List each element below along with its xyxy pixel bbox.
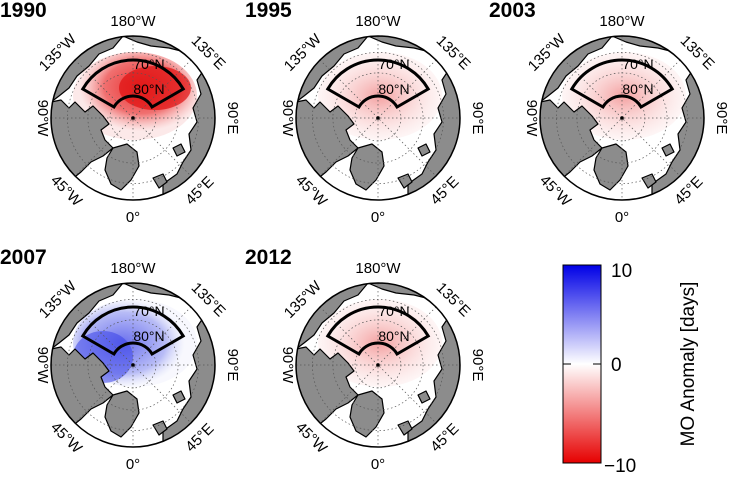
- label-90e: 90°E: [469, 349, 486, 382]
- label-70n: 70°N: [378, 303, 409, 319]
- label-70n: 70°N: [133, 56, 164, 72]
- label-90e: 90°E: [224, 349, 241, 382]
- colorbar-tick-max: 10: [611, 261, 632, 282]
- land-mass: [296, 346, 359, 428]
- map-boundary: [295, 282, 461, 448]
- panel-year: 2012: [245, 246, 292, 269]
- study-region-box: [80, 58, 186, 110]
- land-mass: [104, 390, 140, 438]
- colorbar: 10 0 −10 MO Anomaly [days]: [562, 261, 699, 477]
- label-180w: 180°W: [110, 260, 156, 277]
- label-80n: 80°N: [622, 81, 653, 97]
- label-90w: 90°W: [34, 100, 51, 138]
- meridian-line: [319, 59, 437, 177]
- meridian-line: [319, 59, 437, 177]
- label-180w: 180°W: [599, 13, 645, 30]
- label-80n: 80°N: [378, 81, 409, 97]
- meridian-line: [74, 306, 192, 424]
- label-80n: 80°N: [378, 328, 409, 344]
- label-90w: 90°W: [34, 347, 51, 385]
- land-mass: [51, 99, 114, 181]
- land-mass: [104, 143, 140, 191]
- label-80n: 80°N: [133, 328, 164, 344]
- label-0: 0°: [126, 456, 140, 473]
- map-boundary: [50, 35, 216, 201]
- north-pole-dot: [131, 363, 135, 367]
- land-mass: [152, 173, 168, 189]
- colorbar-tick-mid: 0: [611, 355, 622, 376]
- land-mass: [397, 420, 413, 436]
- panel-year: 2003: [489, 0, 536, 22]
- land-mass: [397, 173, 413, 189]
- meridian-line: [563, 59, 681, 177]
- label-90w: 90°W: [279, 100, 296, 138]
- label-90w: 90°W: [279, 347, 296, 385]
- panel-year: 2007: [0, 246, 47, 269]
- panel-year: 1990: [0, 0, 47, 22]
- land-mass: [661, 143, 675, 157]
- land-mass: [593, 143, 629, 191]
- label-180w: 180°W: [110, 13, 156, 30]
- label-70n: 70°N: [378, 56, 409, 72]
- label-90w: 90°W: [523, 100, 540, 138]
- label-90e: 90°E: [224, 102, 241, 135]
- label-180w: 180°W: [355, 260, 401, 277]
- land-mass: [349, 143, 385, 191]
- land-mass: [540, 99, 603, 181]
- label-90e: 90°E: [713, 102, 730, 135]
- map-boundary: [539, 35, 705, 201]
- label-90e: 90°E: [469, 102, 486, 135]
- meridian-line: [319, 306, 437, 424]
- study-region-box: [325, 58, 431, 110]
- map-boundary: [50, 282, 216, 448]
- land-mass: [51, 346, 114, 428]
- panel-year: 1995: [245, 0, 292, 22]
- north-pole-dot: [376, 116, 380, 120]
- colorbar-label: MO Anomaly [days]: [678, 282, 699, 447]
- label-0: 0°: [615, 209, 629, 226]
- study-region-box: [80, 305, 186, 357]
- north-pole-dot: [131, 116, 135, 120]
- meridian-line: [74, 59, 192, 177]
- land-mass: [152, 420, 168, 436]
- land-mass: [417, 390, 431, 404]
- label-70n: 70°N: [133, 303, 164, 319]
- label-80n: 80°N: [133, 81, 164, 97]
- north-pole-dot: [620, 116, 624, 120]
- land-mass: [172, 143, 186, 157]
- meridian-line: [319, 306, 437, 424]
- colorbar-tick-min: −10: [604, 456, 636, 477]
- label-70n: 70°N: [622, 56, 653, 72]
- study-region-box: [325, 305, 431, 357]
- meridian-line: [563, 59, 681, 177]
- label-180w: 180°W: [355, 13, 401, 30]
- land-mass: [172, 390, 186, 404]
- map-boundary: [295, 35, 461, 201]
- land-mass: [349, 390, 385, 438]
- north-pole-dot: [376, 363, 380, 367]
- meridian-line: [74, 306, 192, 424]
- land-mass: [296, 99, 359, 181]
- study-region-box: [569, 58, 675, 110]
- meridian-line: [74, 59, 192, 177]
- label-0: 0°: [371, 456, 385, 473]
- land-mass: [417, 143, 431, 157]
- label-0: 0°: [126, 209, 140, 226]
- label-0: 0°: [371, 209, 385, 226]
- land-mass: [641, 173, 657, 189]
